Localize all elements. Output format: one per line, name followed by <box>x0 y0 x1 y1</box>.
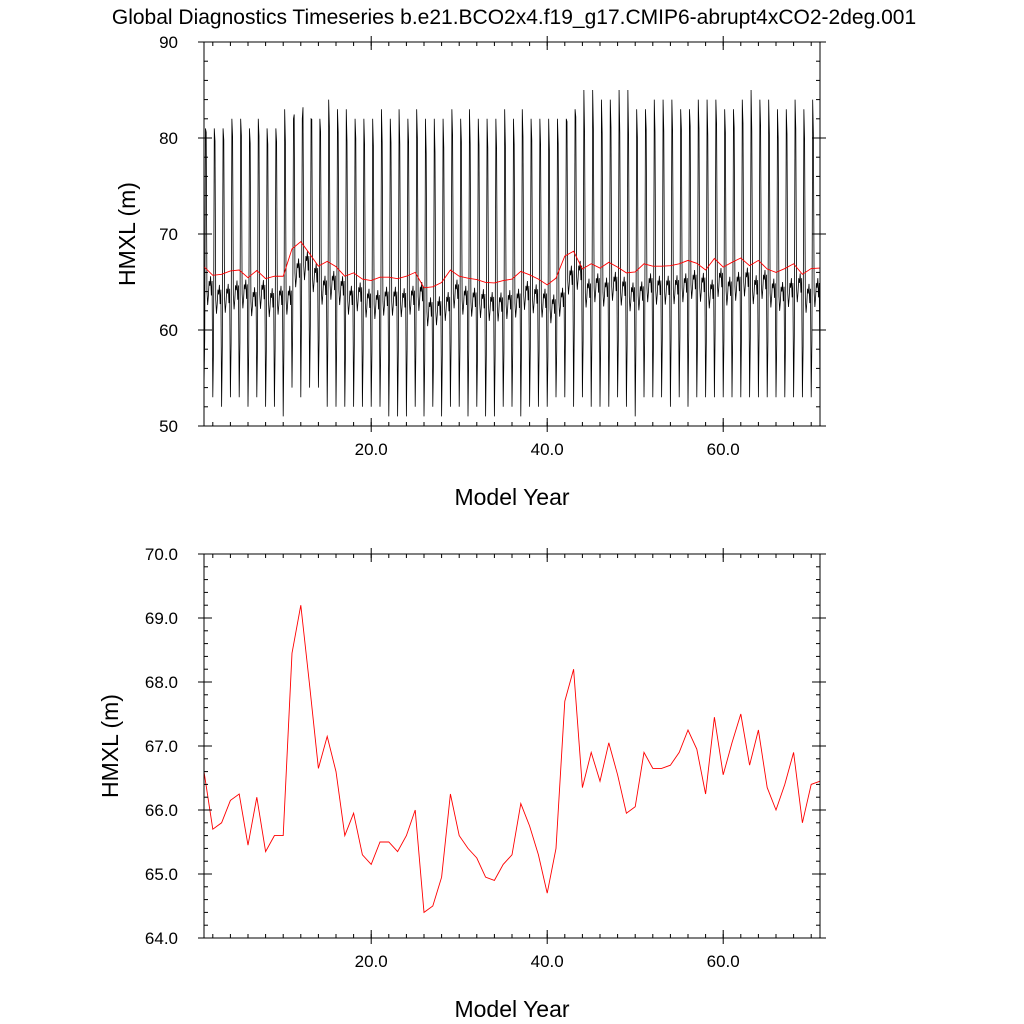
x-tick-label: 60.0 <box>707 440 740 459</box>
series-annual-line <box>203 605 821 914</box>
chart-bottom-ylabel: HMXL (m) <box>97 694 123 798</box>
y-tick-label: 67.0 <box>145 737 178 756</box>
chart-top-ylabel: HMXL (m) <box>114 182 140 286</box>
chart-top-xlabel: Model Year <box>454 484 569 510</box>
x-tick-label: 40.0 <box>531 440 564 459</box>
chart-bottom: 20.0 40.0 60.0 64.0 65.0 66.0 67.0 68.0 69.0 70.0… <box>97 545 826 1022</box>
series-monthly-line <box>203 89 821 417</box>
chart-top: 20.0 40.0 60.0 50 60 70 80 90 Model Year HMXL (… <box>114 33 826 510</box>
chart-bottom-ticks: 20.0 40.0 60.0 64.0 65.0 66.0 67.0 68.0 69.0 70.0 <box>145 545 826 971</box>
y-tick-label: 50 <box>159 417 178 436</box>
y-tick-label: 70.0 <box>145 545 178 564</box>
chart-bottom-marks <box>203 605 821 914</box>
y-tick-label: 65.0 <box>145 865 178 884</box>
chart-top-marks <box>203 89 821 417</box>
y-tick-label: 64.0 <box>145 929 178 948</box>
page-title: Global Diagnostics Timeseries b.e21.BCO2… <box>112 6 916 29</box>
y-tick-label: 70 <box>159 225 178 244</box>
x-tick-label: 40.0 <box>531 952 564 971</box>
y-tick-label: 80 <box>159 129 178 148</box>
y-tick-label: 90 <box>159 33 178 52</box>
chart-bottom-xlabel: Model Year <box>454 996 569 1022</box>
x-tick-label: 20.0 <box>355 440 388 459</box>
x-tick-label: 60.0 <box>707 952 740 971</box>
y-tick-label: 66.0 <box>145 801 178 820</box>
y-tick-label: 69.0 <box>145 609 178 628</box>
x-tick-label: 20.0 <box>355 952 388 971</box>
y-tick-label: 68.0 <box>145 673 178 692</box>
chart-top-ticks: 20.0 40.0 60.0 50 60 70 80 90 <box>159 33 826 459</box>
series-annual-line <box>203 241 821 289</box>
y-tick-label: 60 <box>159 321 178 340</box>
chart-bottom-frame <box>203 553 821 939</box>
